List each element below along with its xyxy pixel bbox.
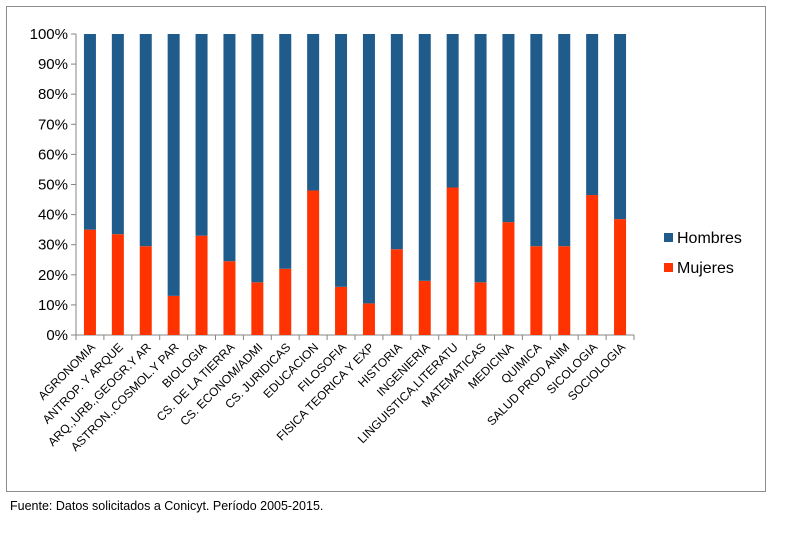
bar-hombres [279,34,292,269]
source-note: Fuente: Datos solicitados a Conicyt. Per… [10,499,324,513]
y-tick-label: 30% [38,237,68,254]
y-tick-label: 0% [46,327,68,344]
y-tick-label: 40% [38,207,68,224]
bar-mujeres [307,190,320,335]
bar-mujeres [195,235,208,335]
bar-mujeres [223,261,236,335]
bar-mujeres [502,222,515,335]
bar-mujeres [279,268,292,335]
bar-mujeres [167,295,180,335]
legend-swatch-hombres [664,233,673,242]
y-tick-label: 80% [38,86,68,103]
legend: Hombres Mujeres [664,230,742,277]
y-tick-label: 70% [38,116,68,133]
y-tick-label: 20% [38,267,68,284]
bar-hombres [223,34,236,262]
bar-mujeres [251,282,264,335]
bar-mujeres [474,282,487,335]
bar-mujeres [139,246,152,335]
bar-hombres [446,34,459,188]
axes: 0% 10% 20% 30% 40% 50% 60% 70% 80% 90% 100% [30,26,635,344]
chart-frame [6,6,766,492]
bar-hombres [307,34,320,191]
bar-hombres [167,34,180,296]
bar-hombres [474,34,487,283]
bar-hombres [83,34,96,230]
bar-mujeres [558,246,571,335]
bar-mujeres [418,280,431,335]
bar-hombres [139,34,152,247]
bar-mujeres [614,219,627,335]
bar-mujeres [390,249,403,335]
y-tick-label: 10% [38,297,68,314]
bar-mujeres [335,286,348,335]
bar-mujeres [446,187,459,335]
bar-mujeres [586,195,599,335]
bar-hombres [586,34,599,196]
bar-hombres [251,34,264,283]
bar-hombres [111,34,124,235]
bar-hombres [502,34,515,223]
bar-hombres [335,34,348,287]
bars [83,34,627,335]
y-tick-label: 100% [30,26,68,43]
bar-hombres [614,34,627,220]
legend-label-hombres: Hombres [677,230,742,247]
y-tick-label: 90% [38,56,68,73]
y-tick-label: 50% [38,177,68,194]
legend-swatch-mujeres [664,263,673,272]
bar-mujeres [362,303,375,335]
bar-hombres [530,34,543,247]
bar-hombres [362,34,375,304]
bar-mujeres [530,246,543,335]
bar-hombres [418,34,431,281]
y-tick-label: 60% [38,146,68,163]
bar-mujeres [111,234,124,335]
bar-hombres [195,34,208,236]
bar-mujeres [83,229,96,335]
bar-hombres [390,34,403,250]
legend-label-mujeres: Mujeres [677,260,734,277]
bar-hombres [558,34,571,247]
